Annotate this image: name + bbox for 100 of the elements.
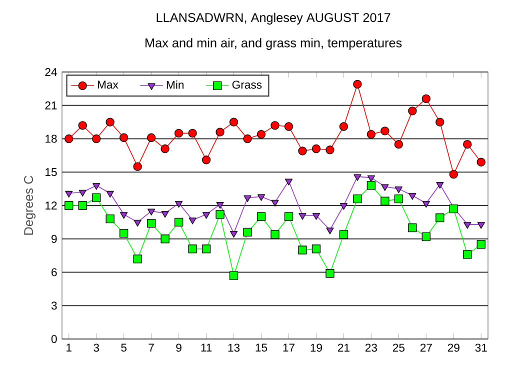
point [148,208,156,216]
point [229,118,238,126]
x-tick-label: 3 [94,344,100,352]
y-axis-title: Degrees C [24,176,36,235]
point [146,218,156,228]
point [188,218,196,224]
point [408,223,417,232]
point [244,195,252,202]
point [106,190,114,198]
point [476,240,486,249]
y-tick-label: 9 [52,234,57,243]
point [160,144,170,154]
y-tick-label: 18 [46,134,57,143]
point [230,230,238,238]
point [380,196,390,206]
point [436,118,444,126]
point [106,214,114,224]
point [216,210,224,219]
chart-subtitle: Max and min air, and grass min, temperatures [146,38,402,50]
point [188,128,197,138]
point [161,210,169,218]
point [120,212,128,219]
legend-label: Min [166,80,184,89]
x-tick-label: 5 [121,344,127,352]
point [422,200,430,208]
point [175,200,183,208]
point [257,194,266,201]
point [340,203,348,210]
point [366,181,376,190]
point [394,186,402,194]
y-tick-label: 3 [51,302,57,310]
point [394,140,404,149]
point [271,200,279,206]
point [326,146,334,154]
point [422,94,430,104]
point [284,122,294,131]
point [133,254,142,264]
y-tick-label: 12 [46,202,57,210]
point [133,162,142,171]
point [326,269,334,278]
point [120,228,128,238]
x-tick-label: 9 [176,344,182,352]
point [216,128,224,136]
point [353,194,362,204]
point [78,190,86,196]
point [408,106,417,116]
point [160,234,170,244]
point [202,156,211,164]
point [354,174,362,181]
point [270,230,280,239]
point [134,220,142,227]
point [380,126,390,136]
point [202,244,211,254]
point [381,184,389,191]
point [256,130,266,139]
y-tick-label: 21 [45,101,57,110]
point [120,133,128,142]
point [146,133,156,142]
point [243,228,252,237]
point [188,244,197,254]
point [339,122,348,131]
x-tick-label: 7 [148,344,154,352]
point [339,230,348,239]
point [298,246,307,254]
point [408,193,416,200]
point [229,271,238,280]
point [106,118,114,126]
x-tick-label: 29 [448,344,460,352]
point [78,201,87,210]
point [353,80,362,89]
y-tick-label: 6 [52,268,57,276]
point [64,134,74,144]
point [367,175,375,182]
point [284,178,293,186]
x-tick-label: 31 [475,344,487,352]
point [298,213,306,220]
point [463,250,472,259]
point [284,212,294,221]
x-tick-label: 27 [420,344,432,352]
point [312,244,321,254]
x-tick-label: 13 [228,344,240,352]
point [92,134,101,144]
point [476,158,486,166]
y-tick-label: 0 [51,335,57,344]
point [202,212,210,219]
legend-label: Max [98,80,118,89]
x-tick-label: 19 [310,344,322,352]
point [216,202,224,209]
point [174,218,184,227]
point [92,183,100,190]
point [436,182,444,189]
legend-label: Grass [232,80,262,89]
point [64,201,74,210]
x-tick-label: 25 [392,344,405,352]
point [422,232,430,241]
point [270,121,280,130]
point [256,212,266,221]
point [464,222,472,229]
point [312,213,320,220]
x-tick-label: 11 [201,344,212,352]
